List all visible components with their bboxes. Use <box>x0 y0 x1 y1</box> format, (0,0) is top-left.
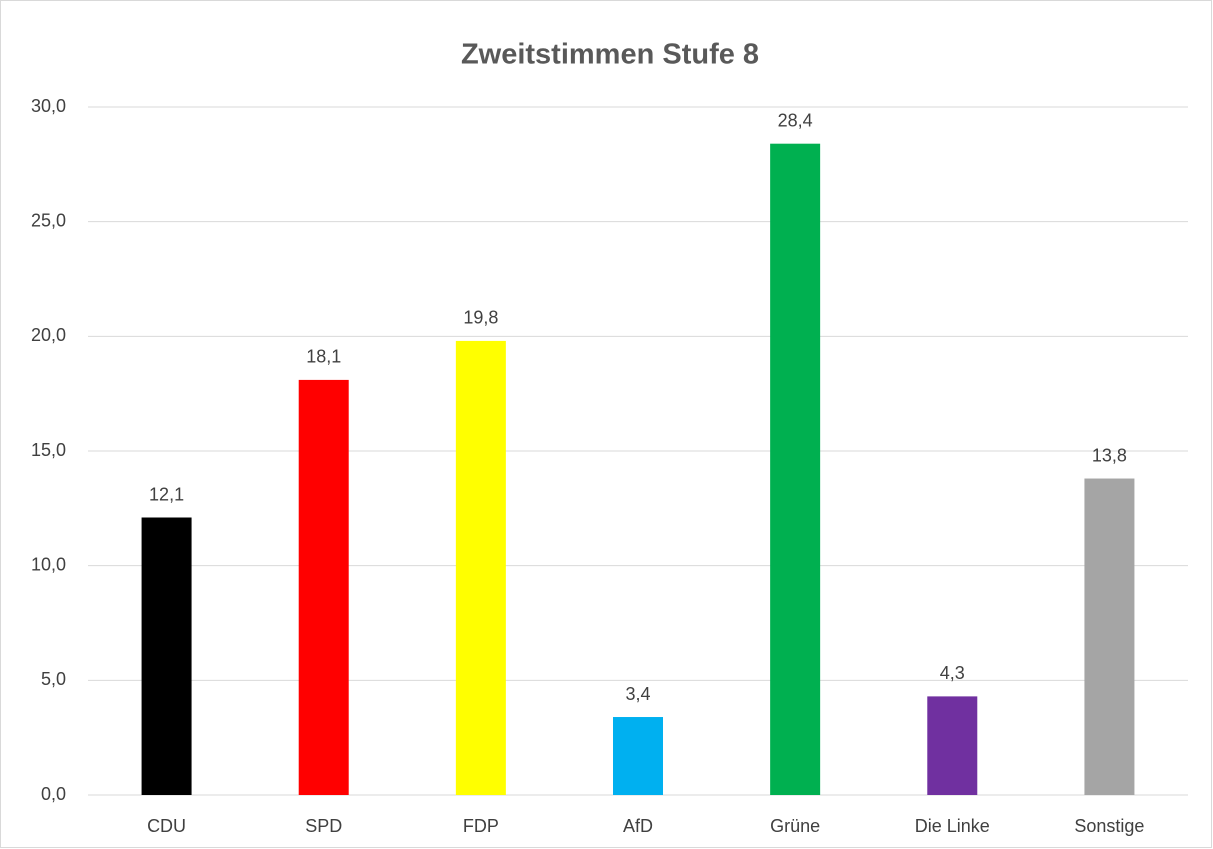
bar <box>927 696 978 795</box>
value-label: 12,1 <box>149 484 184 504</box>
bar <box>1084 478 1135 795</box>
bar <box>613 717 663 795</box>
y-tick-label: 15,0 <box>31 440 66 460</box>
x-tick-label: Sonstige <box>1074 816 1144 836</box>
value-label: 28,4 <box>778 110 813 130</box>
bar <box>455 340 506 795</box>
value-label: 18,1 <box>306 347 341 367</box>
x-tick-label: CDU <box>147 816 186 836</box>
y-tick-label: 10,0 <box>31 554 66 574</box>
y-tick-label: 20,0 <box>31 325 66 345</box>
value-label: 19,8 <box>463 308 498 328</box>
value-label: 13,8 <box>1092 445 1127 465</box>
chart-title: Zweitstimmen Stufe 8 <box>461 39 759 71</box>
x-tick-label: FDP <box>463 816 499 836</box>
x-tick-label: AfD <box>623 816 653 836</box>
bar <box>770 143 821 795</box>
value-label: 4,3 <box>940 663 965 683</box>
y-tick-label: 5,0 <box>41 669 66 689</box>
bar <box>298 379 349 795</box>
value-label: 3,4 <box>625 684 650 704</box>
y-tick-label: 30,0 <box>31 96 66 116</box>
y-tick-label: 0,0 <box>41 784 66 804</box>
y-tick-label: 25,0 <box>31 210 66 230</box>
bar <box>141 517 192 795</box>
x-tick-label: Die Linke <box>915 816 990 836</box>
x-tick-label: SPD <box>305 816 342 836</box>
x-tick-label: Grüne <box>770 816 820 836</box>
